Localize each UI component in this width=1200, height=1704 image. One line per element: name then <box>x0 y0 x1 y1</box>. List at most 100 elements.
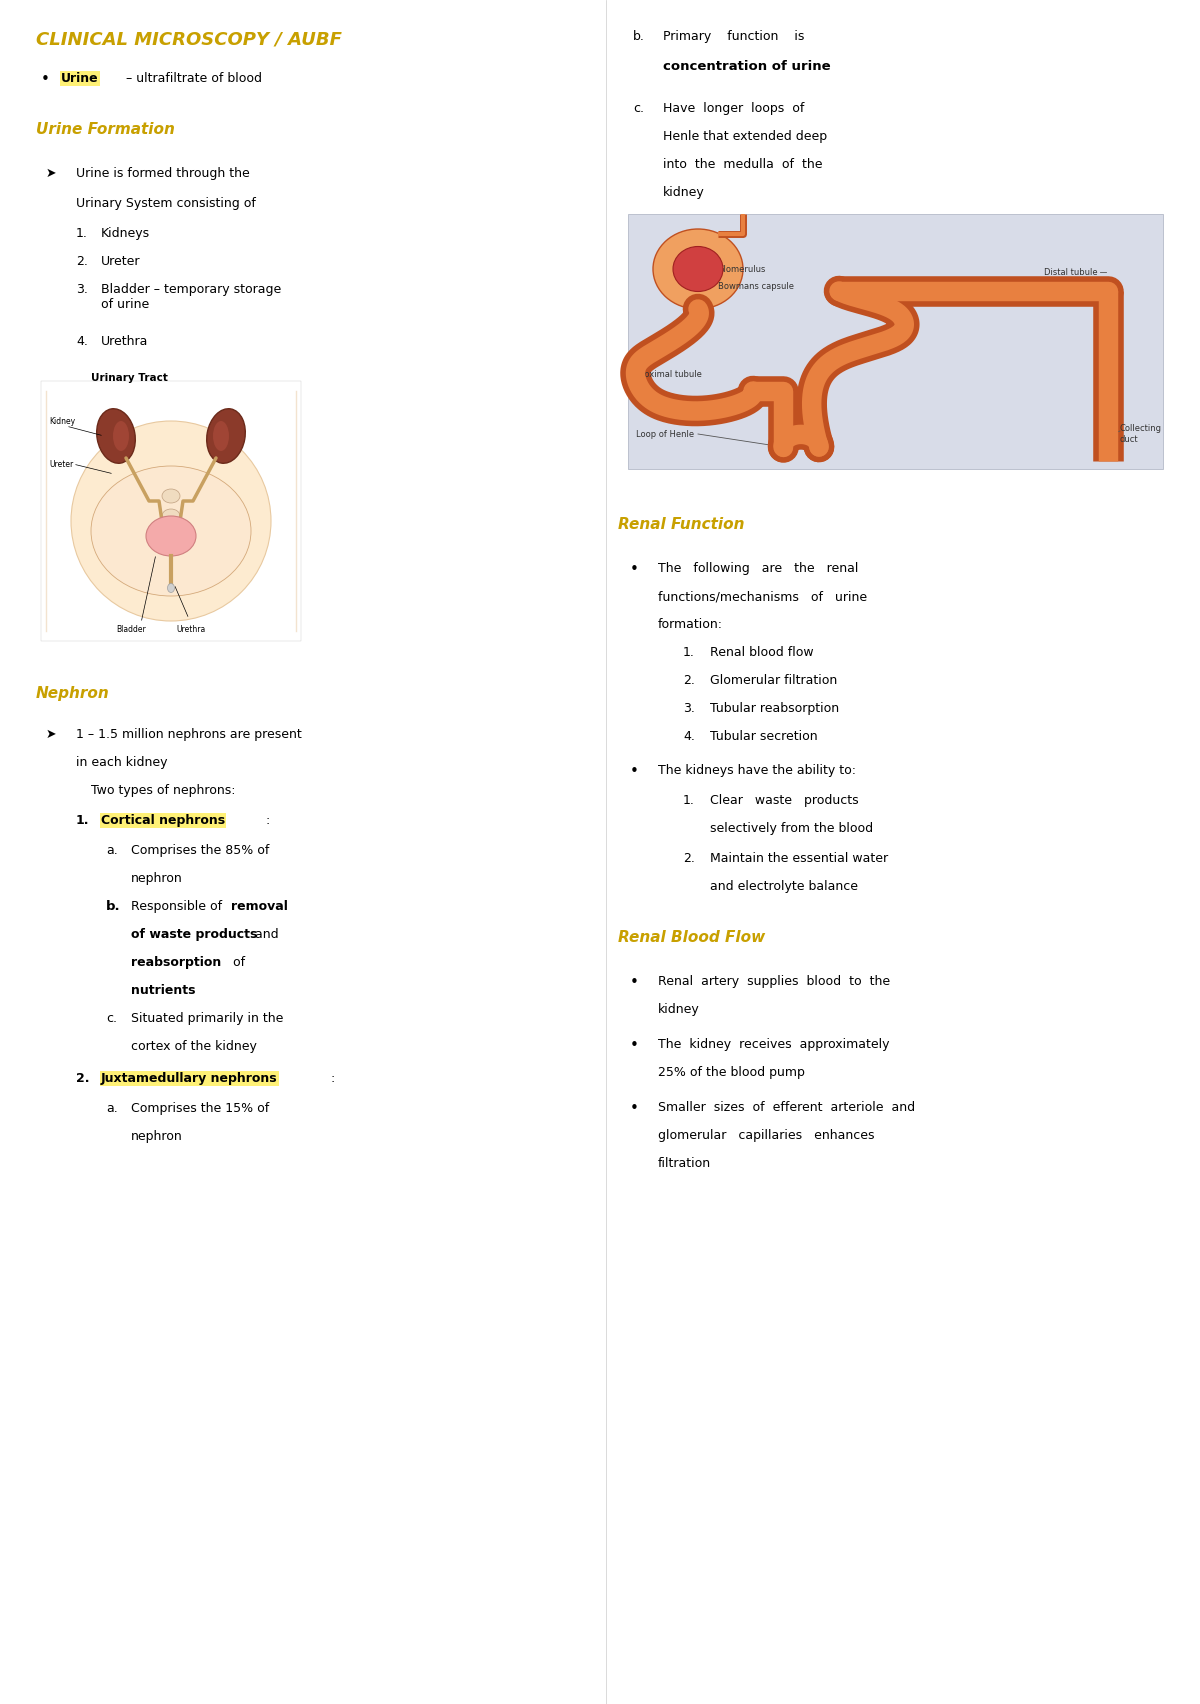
Text: 4.: 4. <box>683 729 695 743</box>
Text: Two types of nephrons:: Two types of nephrons: <box>91 784 235 797</box>
Text: Cortical nephrons: Cortical nephrons <box>101 815 226 826</box>
Ellipse shape <box>214 421 229 452</box>
Text: The kidneys have the ability to:: The kidneys have the ability to: <box>658 763 856 777</box>
Text: Glomerulus: Glomerulus <box>718 264 767 274</box>
Text: •: • <box>41 72 50 87</box>
Text: •: • <box>630 763 638 779</box>
Text: Maintain the essential water: Maintain the essential water <box>710 852 888 866</box>
Text: Distal tubule: Distal tubule <box>1044 268 1098 276</box>
Text: c.: c. <box>106 1012 118 1026</box>
Text: kidney: kidney <box>658 1004 700 1016</box>
Text: b.: b. <box>634 31 644 43</box>
Text: kidney: kidney <box>662 186 704 199</box>
Text: •: • <box>630 562 638 578</box>
Text: Primary    function    is: Primary function is <box>662 31 804 43</box>
Text: into  the  medulla  of  the: into the medulla of the <box>662 158 822 170</box>
Text: Urethra: Urethra <box>176 624 205 634</box>
Text: a.: a. <box>106 1102 118 1114</box>
Text: 3.: 3. <box>683 702 695 716</box>
Text: c.: c. <box>634 102 644 114</box>
Text: 1.: 1. <box>76 227 88 240</box>
Text: Tubular secretion: Tubular secretion <box>710 729 817 743</box>
Text: Kidney: Kidney <box>49 416 76 426</box>
Text: Juxtamedullary nephrons: Juxtamedullary nephrons <box>101 1072 277 1085</box>
Text: cortex of the kidney: cortex of the kidney <box>131 1039 257 1053</box>
Text: and electrolyte balance: and electrolyte balance <box>710 879 858 893</box>
Text: ➤: ➤ <box>46 728 56 741</box>
Ellipse shape <box>71 421 271 620</box>
Text: Renal  artery  supplies  blood  to  the: Renal artery supplies blood to the <box>658 975 890 988</box>
Text: Urine is formed through the: Urine is formed through the <box>76 167 250 181</box>
FancyBboxPatch shape <box>628 215 1163 469</box>
Ellipse shape <box>168 583 174 593</box>
Text: a.: a. <box>106 843 118 857</box>
Text: Urinary Tract: Urinary Tract <box>91 373 168 383</box>
Ellipse shape <box>162 489 180 503</box>
Text: •: • <box>630 1038 638 1053</box>
Text: Urine: Urine <box>61 72 98 85</box>
Text: Kidneys: Kidneys <box>101 227 150 240</box>
Text: Responsible of: Responsible of <box>131 900 226 913</box>
Text: 1 – 1.5 million nephrons are present: 1 – 1.5 million nephrons are present <box>76 728 301 741</box>
Text: Collecting
duct: Collecting duct <box>1120 424 1162 443</box>
Text: 3.: 3. <box>76 283 88 296</box>
Text: 2.: 2. <box>76 1072 90 1085</box>
Text: 25% of the blood pump: 25% of the blood pump <box>658 1067 805 1079</box>
Ellipse shape <box>206 409 245 463</box>
Text: Proximal tubule: Proximal tubule <box>636 370 702 378</box>
Text: of waste products: of waste products <box>131 929 257 941</box>
Text: 4.: 4. <box>76 336 88 348</box>
Text: in each kidney: in each kidney <box>76 757 168 769</box>
Text: 2.: 2. <box>683 852 695 866</box>
Text: Ureter: Ureter <box>49 460 73 469</box>
Text: 2.: 2. <box>76 256 88 268</box>
Text: Urethra: Urethra <box>101 336 149 348</box>
Text: Urinary System consisting of: Urinary System consisting of <box>76 198 256 210</box>
Text: Renal Blood Flow: Renal Blood Flow <box>618 930 766 946</box>
Ellipse shape <box>97 409 136 463</box>
Text: Situated primarily in the: Situated primarily in the <box>131 1012 283 1026</box>
Text: The  kidney  receives  approximately: The kidney receives approximately <box>658 1038 889 1051</box>
Text: Nephron: Nephron <box>36 687 109 700</box>
Text: 1.: 1. <box>76 815 90 826</box>
Text: Bladder: Bladder <box>116 624 145 634</box>
Text: functions/mechanisms   of   urine: functions/mechanisms of urine <box>658 590 868 603</box>
FancyBboxPatch shape <box>41 382 301 641</box>
Text: removal: removal <box>230 900 288 913</box>
Text: Ureter: Ureter <box>101 256 140 268</box>
Text: Glomerular filtration: Glomerular filtration <box>710 675 838 687</box>
Text: Henle that extended deep: Henle that extended deep <box>662 130 827 143</box>
Text: :: : <box>266 815 270 826</box>
Text: and: and <box>251 929 278 941</box>
Text: The   following   are   the   renal: The following are the renal <box>658 562 858 574</box>
Text: ➤: ➤ <box>46 167 56 181</box>
Text: Bladder – temporary storage
of urine: Bladder – temporary storage of urine <box>101 283 281 312</box>
Text: Loop of Henle: Loop of Henle <box>636 429 694 438</box>
Ellipse shape <box>146 516 196 556</box>
Text: – ultrafiltrate of blood: – ultrafiltrate of blood <box>126 72 262 85</box>
Text: Have  longer  loops  of: Have longer loops of <box>662 102 804 114</box>
Ellipse shape <box>673 247 722 291</box>
Ellipse shape <box>162 528 180 544</box>
Text: Clear   waste   products: Clear waste products <box>710 794 859 808</box>
Ellipse shape <box>113 421 130 452</box>
Text: nephron: nephron <box>131 1130 182 1143</box>
Text: :: : <box>331 1072 335 1085</box>
Ellipse shape <box>653 228 743 308</box>
Text: •: • <box>630 975 638 990</box>
Text: CLINICAL MICROSCOPY / AUBF: CLINICAL MICROSCOPY / AUBF <box>36 31 342 48</box>
Text: Bowmans capsule: Bowmans capsule <box>718 281 794 290</box>
Text: Tubular reabsorption: Tubular reabsorption <box>710 702 839 716</box>
Text: reabsorption: reabsorption <box>131 956 221 970</box>
Text: Renal Function: Renal Function <box>618 516 744 532</box>
Text: Comprises the 85% of: Comprises the 85% of <box>131 843 269 857</box>
Text: formation:: formation: <box>658 619 722 630</box>
Text: filtration: filtration <box>658 1157 712 1171</box>
Text: Smaller  sizes  of  efferent  arteriole  and: Smaller sizes of efferent arteriole and <box>658 1101 916 1114</box>
Text: •: • <box>630 1101 638 1116</box>
Text: 2.: 2. <box>683 675 695 687</box>
Text: concentration of urine: concentration of urine <box>662 60 830 73</box>
Text: nephron: nephron <box>131 872 182 884</box>
Text: selectively from the blood: selectively from the blood <box>710 821 874 835</box>
Text: 1.: 1. <box>683 794 695 808</box>
